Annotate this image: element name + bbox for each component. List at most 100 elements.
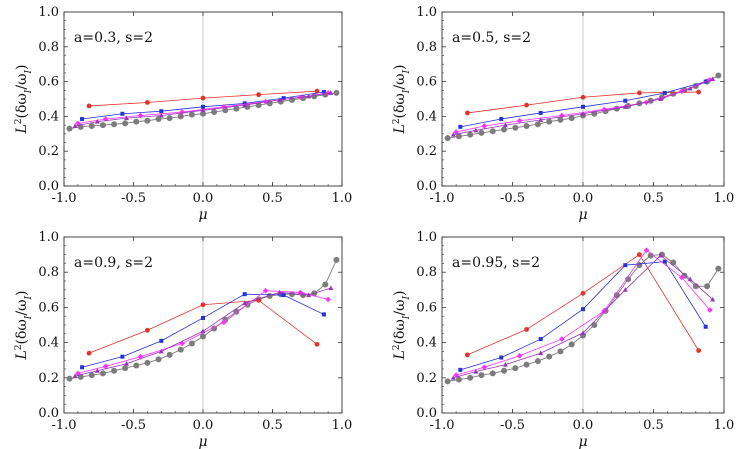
x-tick-label: -1.0 (429, 191, 454, 206)
x-tick-label: 0.0 (573, 191, 594, 206)
y-axis-label-part: I (24, 69, 34, 74)
data-point (145, 327, 150, 333)
data-point (321, 90, 326, 95)
data-point (124, 361, 129, 366)
data-point (200, 328, 206, 334)
data-point (242, 102, 248, 108)
y-axis-label-part: I (402, 69, 412, 74)
data-point (534, 121, 541, 128)
x-tick-label: -1.0 (429, 418, 454, 433)
data-point (166, 351, 173, 358)
data-point (464, 352, 470, 358)
series-red (86, 297, 320, 356)
data-point (159, 338, 164, 343)
data-point (580, 94, 586, 100)
data-point (144, 359, 151, 366)
data-point (455, 133, 462, 140)
data-point (580, 330, 586, 335)
y-axis-label-part: /ω (14, 73, 30, 89)
data-point (647, 252, 654, 259)
data-point (75, 370, 81, 377)
series-purple (72, 285, 334, 379)
data-point (94, 119, 100, 124)
data-point (80, 365, 85, 370)
y-tick-label: 0.8 (38, 265, 59, 280)
data-point (256, 92, 261, 98)
y-tick-label: 0.4 (38, 336, 59, 351)
data-point (166, 115, 173, 122)
y-tick-label: 0.8 (416, 265, 437, 280)
data-point (450, 375, 456, 380)
data-point (499, 117, 504, 122)
series-purple (450, 252, 716, 380)
x-tick-label: -0.5 (500, 418, 525, 433)
data-point (704, 283, 711, 290)
data-point (102, 363, 109, 370)
data-point (145, 100, 150, 105)
x-tick-label: -0.5 (500, 191, 525, 206)
data-point (524, 327, 529, 332)
y-axis-label-part: 2 (392, 119, 402, 125)
y-axis-label-part: L (14, 124, 30, 134)
data-point (512, 124, 519, 131)
data-point (637, 90, 642, 96)
data-point (200, 302, 206, 308)
data-point (88, 372, 95, 379)
y-axis-label-part: L (14, 350, 30, 360)
y-tick-label: 0.8 (38, 40, 59, 55)
data-point (221, 319, 227, 326)
data-point (538, 337, 543, 342)
data-point (450, 132, 456, 137)
data-point (489, 370, 496, 377)
data-point (281, 96, 286, 101)
series-purple (450, 76, 716, 137)
data-point (637, 252, 642, 257)
y-axis-label-part: 2 (14, 119, 24, 125)
data-point (201, 104, 205, 109)
data-point (333, 89, 340, 96)
data-point (622, 287, 628, 292)
data-point (211, 109, 218, 116)
y-tick-label: 0.0 (416, 406, 437, 421)
y-axis-label-part: L (392, 124, 408, 134)
y-axis-label-part: ) (14, 290, 30, 295)
y-tick-label: 0.4 (38, 109, 59, 124)
data-point (467, 131, 474, 138)
data-point (124, 115, 129, 121)
chart-panel-1: -1.0 -0.5 0.0 0.5 1.0 0.0 0.2 0.4 0.6 0.8 1.0 μ L2(δ… (14, 5, 352, 223)
y-axis-label-part: I (24, 295, 34, 300)
data-point (658, 96, 663, 101)
data-point (159, 109, 164, 114)
series-purple (72, 90, 334, 128)
data-point (188, 111, 195, 118)
data-point (188, 340, 195, 347)
panel-annotation: a=0.95, s=2 (452, 255, 540, 271)
data-point (481, 123, 488, 129)
x-axis-label: μ (578, 207, 587, 223)
series-line-magenta (455, 249, 711, 376)
data-point (546, 118, 553, 125)
y-tick-label: 0.2 (416, 144, 437, 159)
data-point (623, 263, 628, 268)
data-point (200, 95, 206, 101)
data-point (687, 85, 693, 91)
y-tick-label: 0.6 (416, 300, 437, 315)
data-point (581, 307, 585, 312)
data-point (233, 308, 240, 315)
data-point (503, 362, 508, 367)
y-axis-label-part: I (402, 295, 412, 300)
data-point (503, 122, 508, 128)
y-axis-label-part: 2 (392, 345, 402, 351)
data-point (201, 315, 205, 320)
data-point (622, 104, 628, 109)
series-red (86, 88, 320, 109)
data-point (658, 252, 663, 258)
data-point (710, 296, 716, 302)
chart-panel-3: -1.0 -0.5 0.0 0.5 1.0 0.0 0.2 0.4 0.6 0.8 1.0 μ L2(δ… (14, 230, 352, 449)
data-point (523, 361, 530, 368)
x-tick-label: 0.0 (193, 418, 214, 433)
chart-panel-4: -1.0 -0.5 0.0 0.5 1.0 0.0 0.2 0.4 0.6 0.8 1.0 μ L2(δ… (392, 230, 734, 449)
y-axis-label-part: I (402, 89, 412, 94)
data-point (242, 292, 247, 297)
data-point (120, 111, 125, 116)
